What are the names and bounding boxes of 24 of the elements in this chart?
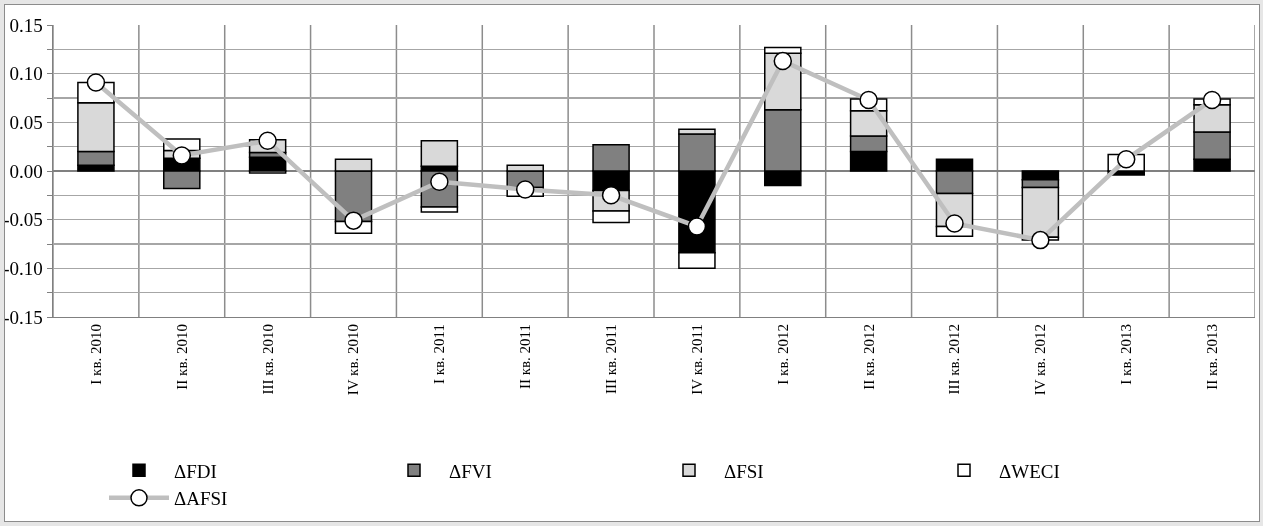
x-tick-label: III кв. 2011	[602, 324, 619, 395]
legend-label: ΔWECI	[999, 460, 1060, 482]
x-tick-label: IV кв. 2010	[345, 324, 362, 396]
x-tick-label: III кв. 2010	[259, 324, 276, 395]
x-tick-label: IV кв. 2012	[1032, 324, 1049, 396]
x-tick-label: II кв. 2010	[173, 324, 190, 390]
x-tick-label: II кв. 2013	[1203, 324, 1220, 390]
x-tick-label: II кв. 2012	[860, 324, 877, 390]
y-tick-label: 0.00	[9, 160, 43, 182]
legend-label: ΔFVI	[449, 460, 492, 482]
legend-label: ΔFDI	[174, 460, 217, 482]
y-tick-label: 0.15	[9, 14, 43, 36]
x-tick-label: I кв. 2012	[774, 324, 791, 385]
y-tick-label: 0.10	[9, 63, 43, 85]
x-tick-label: II кв. 2011	[517, 324, 534, 390]
x-tick-label: I кв. 2010	[87, 324, 104, 385]
x-tick-label: IV кв. 2011	[688, 324, 705, 395]
legend-label: ΔAFSI	[174, 488, 228, 510]
bar	[420, 140, 459, 167]
y-tick-label: 0.05	[9, 111, 43, 133]
x-tick-label: I кв. 2011	[431, 324, 448, 385]
x-tick-label: III кв. 2012	[946, 324, 963, 395]
x-tick-label: I кв. 2013	[1118, 324, 1135, 385]
legend-label: ΔFSI	[724, 460, 764, 482]
